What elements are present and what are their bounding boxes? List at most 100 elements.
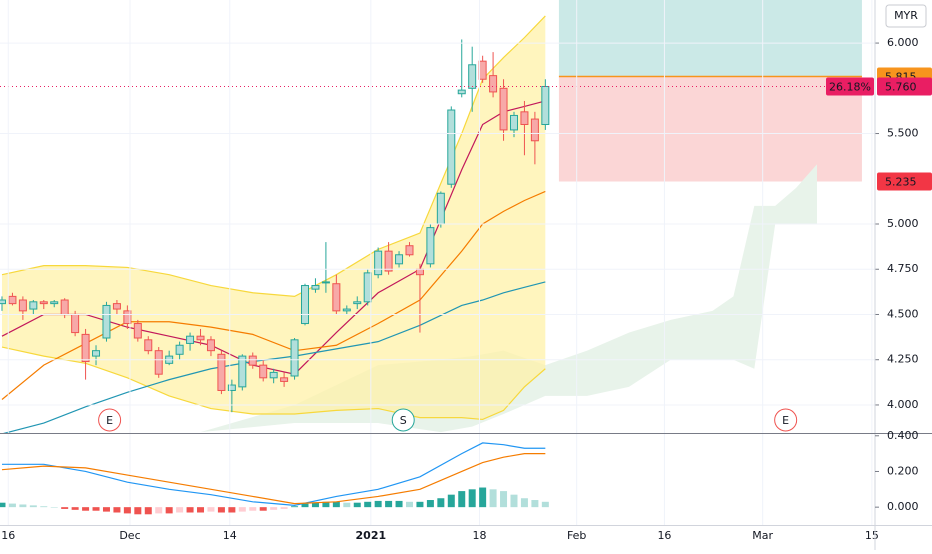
candle-body	[238, 355, 247, 388]
event-label: E	[106, 414, 113, 427]
candle-body	[457, 89, 466, 95]
histogram-bar	[155, 507, 163, 514]
histogram-bar	[374, 500, 382, 508]
histogram-bar	[301, 503, 309, 508]
candle-body	[50, 301, 59, 305]
candle-body	[29, 301, 38, 310]
candle-body	[0, 299, 6, 305]
candle-body	[489, 75, 498, 93]
histogram-bar	[259, 507, 267, 511]
x-tick-label: 16	[657, 529, 671, 542]
candle-body	[154, 350, 163, 375]
candle-body	[217, 353, 226, 391]
histogram-bar	[40, 506, 48, 508]
histogram-bar	[19, 504, 27, 508]
histogram-bar	[520, 498, 528, 508]
histogram-bar	[238, 507, 246, 512]
last-price-label: 5.760	[885, 80, 917, 93]
candle-body	[71, 313, 80, 334]
event-marker	[391, 408, 415, 432]
candle-body	[290, 339, 299, 377]
histogram-bar	[322, 501, 330, 508]
x-tick-label: 2021	[356, 529, 387, 542]
candle-body	[280, 377, 289, 382]
candle-body	[60, 299, 69, 315]
x-tick-label: Mar	[752, 529, 773, 542]
profit-zone	[558, 0, 862, 77]
histogram-bar	[405, 501, 413, 508]
candle-body	[395, 254, 404, 265]
y-tick-label: 5.000	[887, 217, 919, 230]
candle-body	[311, 285, 320, 290]
candle-body	[227, 384, 236, 391]
candle-body	[144, 339, 153, 352]
histogram-bar	[437, 498, 445, 508]
candle-body	[436, 192, 445, 225]
histogram-bar	[468, 489, 476, 508]
y-tick-label: 4.250	[887, 353, 919, 366]
histogram-bar	[113, 507, 121, 513]
histogram-bar	[416, 501, 424, 508]
candle-body	[384, 250, 393, 272]
histogram-bar	[385, 500, 393, 508]
histogram-bar	[500, 491, 508, 508]
stop-label-bg	[877, 172, 932, 191]
event-label: S	[400, 414, 407, 427]
candle-body	[520, 111, 529, 125]
y-tick-label: 0.200	[887, 464, 919, 477]
histogram-bar	[176, 507, 184, 513]
histogram-bar	[353, 502, 361, 508]
candle-body	[342, 308, 351, 312]
y-tick-label: 6.000	[887, 36, 919, 49]
histogram-bar	[123, 507, 131, 514]
main-plot	[0, 0, 875, 433]
histogram-bar	[165, 507, 173, 514]
candle-body	[478, 60, 487, 80]
loss-zone	[558, 76, 862, 182]
event-label: E	[782, 414, 789, 427]
change-bg	[826, 77, 874, 96]
histogram-bar	[458, 491, 466, 508]
candle-body	[321, 281, 330, 284]
macd-line	[1, 442, 546, 506]
histogram-bar	[395, 500, 403, 508]
candle-body	[102, 304, 111, 339]
candle-body	[541, 85, 550, 125]
candle-body	[353, 301, 362, 305]
y-tick-label: 0.000	[887, 500, 919, 513]
histogram-bar	[186, 507, 194, 513]
x-tick-label: 15	[865, 529, 879, 542]
candle-body	[499, 87, 508, 131]
candle-body	[175, 344, 184, 355]
y-tick-label: 0.400	[887, 429, 919, 442]
candle-body	[112, 303, 121, 310]
histogram-bar	[197, 507, 205, 513]
y-tick-label: 5.500	[887, 127, 919, 140]
y-tick-label: 4.750	[887, 262, 919, 275]
histogram-bar	[249, 507, 257, 511]
candle-body	[374, 250, 383, 276]
candle-body	[415, 268, 424, 276]
candle-body	[92, 350, 101, 357]
candle-body	[447, 109, 456, 185]
candle-body	[301, 285, 310, 325]
candle-body	[332, 283, 341, 312]
currency-box	[885, 4, 927, 28]
histogram-bar	[364, 501, 372, 508]
histogram-bar	[50, 507, 58, 508]
candle-body	[363, 272, 372, 303]
moving-average	[3, 281, 546, 433]
band-fill	[1, 15, 546, 420]
candle-body	[248, 355, 257, 366]
candle-body	[530, 118, 539, 142]
band-line	[1, 346, 546, 421]
candle-body	[509, 114, 518, 131]
histogram-bar	[291, 506, 299, 508]
change-label: 26.18%	[829, 80, 871, 93]
histogram-bar	[426, 500, 434, 508]
y-tick-label: 4.000	[887, 398, 919, 411]
candle-body	[8, 295, 17, 305]
histogram-bar	[531, 500, 539, 508]
